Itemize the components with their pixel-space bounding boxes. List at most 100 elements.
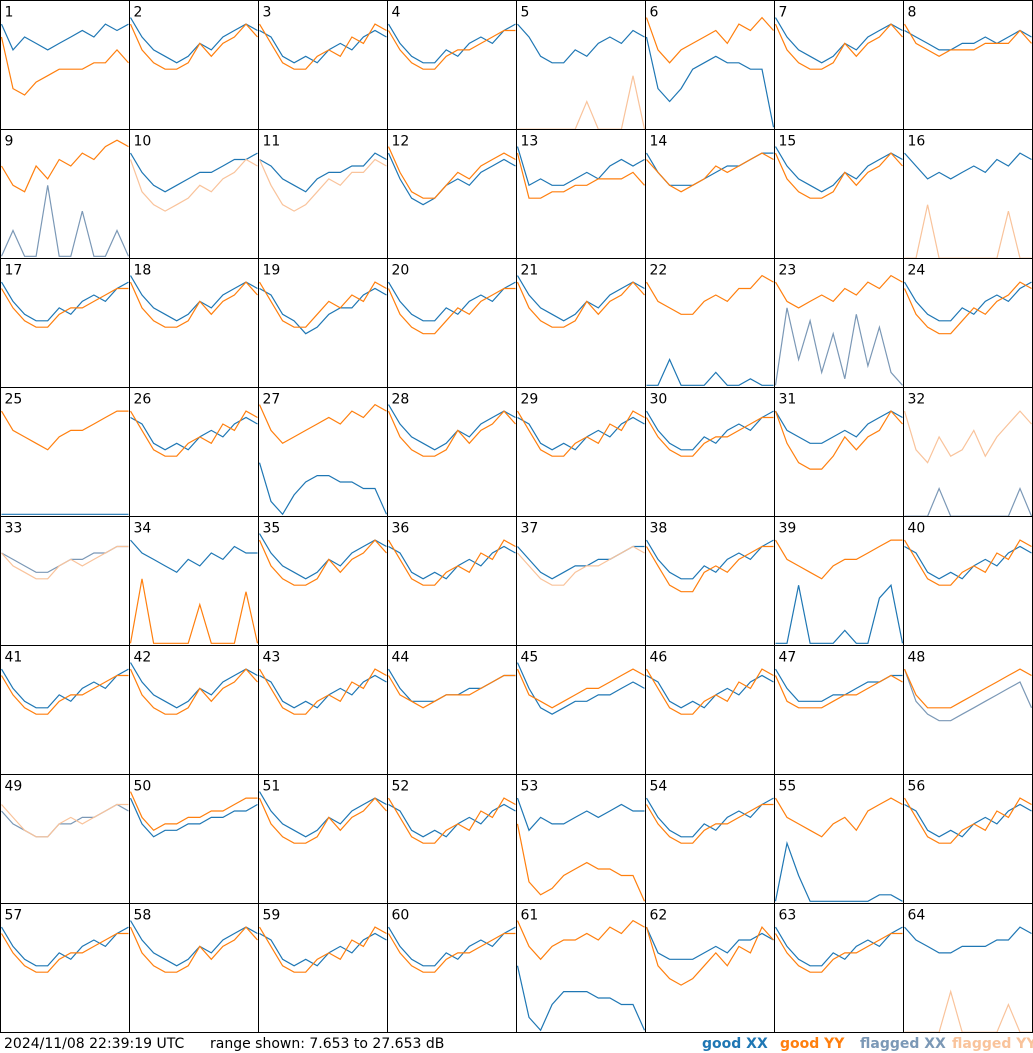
spectrum-line: [774, 840, 903, 902]
panel-title: 29: [521, 392, 539, 408]
panel: [129, 152, 258, 212]
spectrum-line: [258, 403, 387, 445]
panel: [903, 410, 1033, 517]
panel: [904, 152, 1032, 259]
panel-title: 56: [908, 779, 926, 795]
panel-title: 43: [263, 650, 281, 666]
spectrum-line: [517, 75, 646, 130]
panel-border: [516, 0, 646, 130]
spectrum-line: [903, 410, 1032, 464]
spectrum-line: [0, 926, 129, 967]
spectrum-line: [130, 416, 258, 451]
panel: [0, 23, 129, 96]
spectrum-line: [387, 932, 516, 973]
panel-title: 28: [392, 392, 410, 408]
spectrum-line: [645, 539, 774, 580]
panel-title: 32: [908, 392, 926, 408]
spectrum-line: [129, 17, 258, 64]
panel: [1, 545, 129, 580]
panel-border: [129, 0, 259, 130]
panel: [0, 926, 129, 973]
panel-title: 37: [521, 521, 539, 537]
panel-title: 9: [5, 134, 14, 150]
timestamp: 2024/11/08 22:39:19 UTC: [4, 1036, 184, 1052]
panel-title: 35: [263, 521, 281, 537]
spectrum-line: [129, 410, 258, 457]
panel-title: 16: [908, 134, 926, 150]
panel: [387, 539, 516, 586]
spectrum-line: [258, 797, 387, 844]
panel: [387, 926, 516, 973]
panel: [129, 791, 258, 838]
panel-title: 26: [134, 392, 152, 408]
panel-border: [0, 0, 130, 130]
panel: [645, 668, 774, 715]
panel-title: 61: [521, 908, 539, 924]
spectrum-line: [903, 281, 1032, 335]
panel-title: 55: [779, 779, 797, 795]
spectrum-line: [387, 797, 516, 844]
spectrum-line: [517, 416, 645, 451]
spectrum-line: [645, 545, 774, 593]
spectrum-line: [259, 29, 387, 64]
spectrum-line: [258, 533, 387, 580]
panel: [129, 539, 259, 644]
spectrum-line: [258, 539, 387, 586]
spectrum-line: [130, 539, 258, 574]
panel-title: 13: [521, 134, 539, 150]
panel-title: 48: [908, 650, 926, 666]
panel-title: 33: [5, 521, 23, 537]
panel-title: 47: [779, 650, 797, 666]
panel-title: 5: [521, 5, 530, 21]
panel: [774, 274, 903, 386]
panel-title: 31: [779, 392, 797, 408]
panel-title: 53: [521, 779, 539, 795]
panel: [645, 797, 774, 844]
spectrum-line: [0, 410, 129, 451]
spectrum-line: [645, 274, 774, 315]
panel: [258, 403, 388, 516]
panel-title: 15: [779, 134, 797, 150]
panel-title: 24: [908, 263, 926, 279]
spectrum-line: [387, 287, 516, 335]
panel: [903, 23, 1032, 57]
spectrum-line: [1, 545, 129, 580]
panel-title: 14: [650, 134, 668, 150]
spectrum-line: [387, 410, 516, 457]
panel: [903, 539, 1032, 586]
spectrum-line: [517, 23, 645, 64]
spectrum-line: [774, 932, 903, 973]
spectrum-line: [129, 23, 258, 70]
spectrum-line: [387, 23, 516, 64]
spectrum-line: [129, 791, 258, 832]
spectrum-line: [129, 797, 258, 838]
panel: [258, 926, 387, 973]
spectrum-line: [516, 668, 645, 709]
panel-title: 34: [134, 521, 152, 537]
spectrum-line: [645, 926, 774, 986]
spectrum-line: [517, 545, 645, 586]
spectrum-line: [387, 404, 516, 451]
panel-title: 20: [392, 263, 410, 279]
spectrum-line: [775, 583, 904, 644]
spectrum-line: [903, 797, 1032, 844]
panel-title: 22: [650, 263, 668, 279]
spectrum-line: [904, 926, 1032, 954]
spectrum-line: [129, 275, 258, 322]
spectrum-line: [774, 926, 903, 967]
panel: [387, 146, 516, 206]
panel: [0, 668, 129, 715]
panel-title: 50: [134, 779, 152, 795]
spectrum-line: [388, 803, 516, 838]
spectrum-line: [0, 668, 129, 709]
spectrum-line: [0, 23, 129, 51]
spectrum-line: [774, 307, 903, 386]
panel-title: 45: [521, 650, 539, 666]
panel: [774, 146, 903, 199]
spectrum-line: [129, 920, 258, 967]
spectrum-line: [258, 281, 387, 328]
panel-title: 41: [5, 650, 23, 666]
panel: [387, 668, 516, 709]
panel: [258, 281, 387, 335]
spectrum-line: [129, 926, 258, 973]
